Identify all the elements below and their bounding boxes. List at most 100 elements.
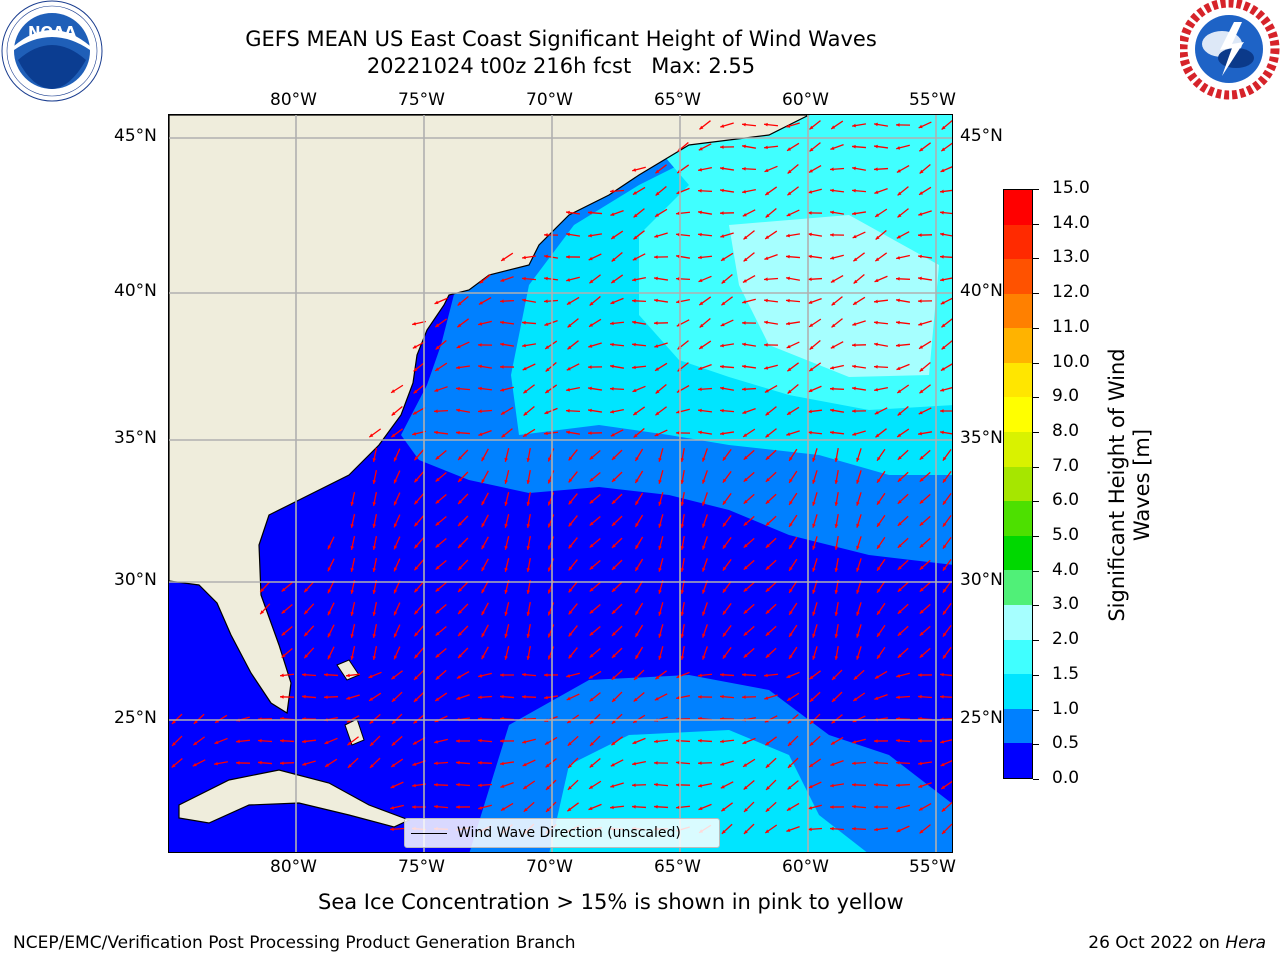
wind-arrow bbox=[545, 758, 557, 768]
wind-arrow bbox=[918, 340, 932, 350]
wind-arrow bbox=[257, 760, 273, 765]
wind-arrow bbox=[763, 145, 779, 150]
wind-arrow bbox=[589, 537, 601, 549]
wind-arrow bbox=[786, 692, 800, 702]
wind-arrow bbox=[787, 713, 799, 725]
wind-arrow bbox=[521, 276, 537, 281]
wind-arrow bbox=[851, 827, 867, 831]
wind-arrow bbox=[171, 713, 183, 725]
wind-arrow bbox=[589, 757, 601, 769]
wind-arrow bbox=[526, 448, 531, 462]
wind-arrow bbox=[834, 469, 839, 485]
wind-arrow bbox=[565, 232, 581, 237]
wind-arrow bbox=[303, 581, 315, 593]
wind-arrow bbox=[350, 602, 356, 616]
wind-arrow bbox=[852, 231, 866, 239]
wind-arrow bbox=[741, 167, 757, 171]
wind-arrow bbox=[658, 492, 664, 506]
wind-arrow bbox=[721, 802, 733, 812]
wind-arrow bbox=[653, 276, 669, 281]
wind-arrow bbox=[919, 824, 931, 834]
wind-arrow bbox=[720, 252, 734, 262]
wind-arrow bbox=[658, 470, 664, 484]
wind-arrow bbox=[917, 254, 933, 259]
wind-arrow bbox=[589, 449, 601, 461]
wind-arrow bbox=[543, 431, 559, 436]
wind-arrow bbox=[829, 408, 845, 413]
wind-arrow bbox=[609, 364, 625, 369]
wind-arrow bbox=[391, 713, 403, 725]
wind-arrow bbox=[521, 343, 537, 348]
colorbar-segment bbox=[1004, 708, 1032, 744]
wind-arrow bbox=[633, 428, 645, 438]
colorbar-tick-label: 11.0 bbox=[1052, 316, 1090, 337]
colorbar-tick-label: 5.0 bbox=[1052, 525, 1080, 546]
wind-arrow bbox=[327, 602, 335, 616]
wind-arrow bbox=[834, 623, 839, 639]
wind-arrow bbox=[809, 142, 821, 152]
wind-arrow bbox=[829, 233, 845, 237]
wind-arrow bbox=[214, 737, 228, 745]
wind-arrow bbox=[874, 188, 888, 194]
wind-arrow bbox=[807, 211, 823, 215]
colorbar-segment bbox=[1004, 293, 1032, 329]
wind-arrow bbox=[876, 470, 886, 484]
wind-arrow bbox=[719, 739, 735, 744]
wind-arrow bbox=[589, 713, 601, 725]
wind-arrow bbox=[435, 493, 447, 505]
wind-arrow bbox=[658, 514, 664, 528]
wind-arrow bbox=[702, 492, 708, 506]
wind-arrow bbox=[413, 714, 425, 724]
wind-arrow bbox=[433, 761, 449, 766]
wind-arrow bbox=[568, 603, 578, 615]
wind-arrow bbox=[324, 737, 338, 745]
wind-arrow bbox=[477, 783, 493, 788]
wind-arrow bbox=[720, 122, 734, 128]
wind-arrow bbox=[807, 409, 823, 414]
wind-arrow bbox=[939, 232, 952, 237]
wind-arrow bbox=[722, 580, 732, 594]
wind-arrow bbox=[655, 164, 667, 174]
wind-arrow bbox=[457, 296, 469, 306]
wind-arrow bbox=[788, 580, 798, 594]
wind-arrow bbox=[830, 254, 844, 260]
wind-arrow bbox=[499, 761, 515, 766]
wind-arrow bbox=[722, 558, 732, 572]
wind-arrow bbox=[477, 364, 493, 369]
wind-arrow bbox=[895, 738, 911, 743]
wind-arrow bbox=[434, 297, 448, 305]
wind-arrow bbox=[829, 387, 845, 391]
wind-arrow bbox=[697, 695, 713, 699]
wind-arrow bbox=[895, 277, 911, 281]
wind-arrow bbox=[481, 580, 489, 594]
nws-logo bbox=[1180, 0, 1280, 100]
wind-arrow bbox=[545, 779, 557, 791]
wind-arrow bbox=[919, 449, 931, 461]
wind-arrow bbox=[457, 493, 469, 505]
colorbar-segment bbox=[1004, 466, 1032, 502]
wind-arrow bbox=[831, 714, 843, 724]
wind-arrow bbox=[942, 514, 952, 528]
wind-arrow bbox=[544, 384, 558, 394]
wind-arrow bbox=[875, 230, 887, 240]
wind-arrow bbox=[632, 714, 646, 724]
wind-arrow bbox=[413, 384, 425, 394]
wind-arrow bbox=[787, 757, 799, 769]
wind-arrow bbox=[851, 364, 867, 369]
wind-arrow bbox=[499, 694, 515, 699]
wind-arrow bbox=[764, 165, 778, 173]
footer-date: 26 Oct 2022 on Hera bbox=[1088, 933, 1266, 953]
wind-arrow bbox=[940, 277, 952, 282]
wind-arrow bbox=[324, 758, 338, 768]
wind-arrow bbox=[702, 514, 708, 528]
wind-arrow bbox=[940, 142, 952, 152]
colorbar-tick-label: 4.0 bbox=[1052, 559, 1080, 580]
wind-arrow bbox=[611, 493, 623, 505]
noaa-logo: NOAA bbox=[1, 0, 103, 102]
wind-arrow bbox=[565, 430, 581, 435]
wind-arrow bbox=[829, 783, 845, 788]
wind-arrow bbox=[834, 557, 839, 573]
wind-arrow bbox=[722, 470, 732, 484]
wind-arrow bbox=[434, 386, 448, 392]
wind-arrow bbox=[788, 536, 798, 550]
